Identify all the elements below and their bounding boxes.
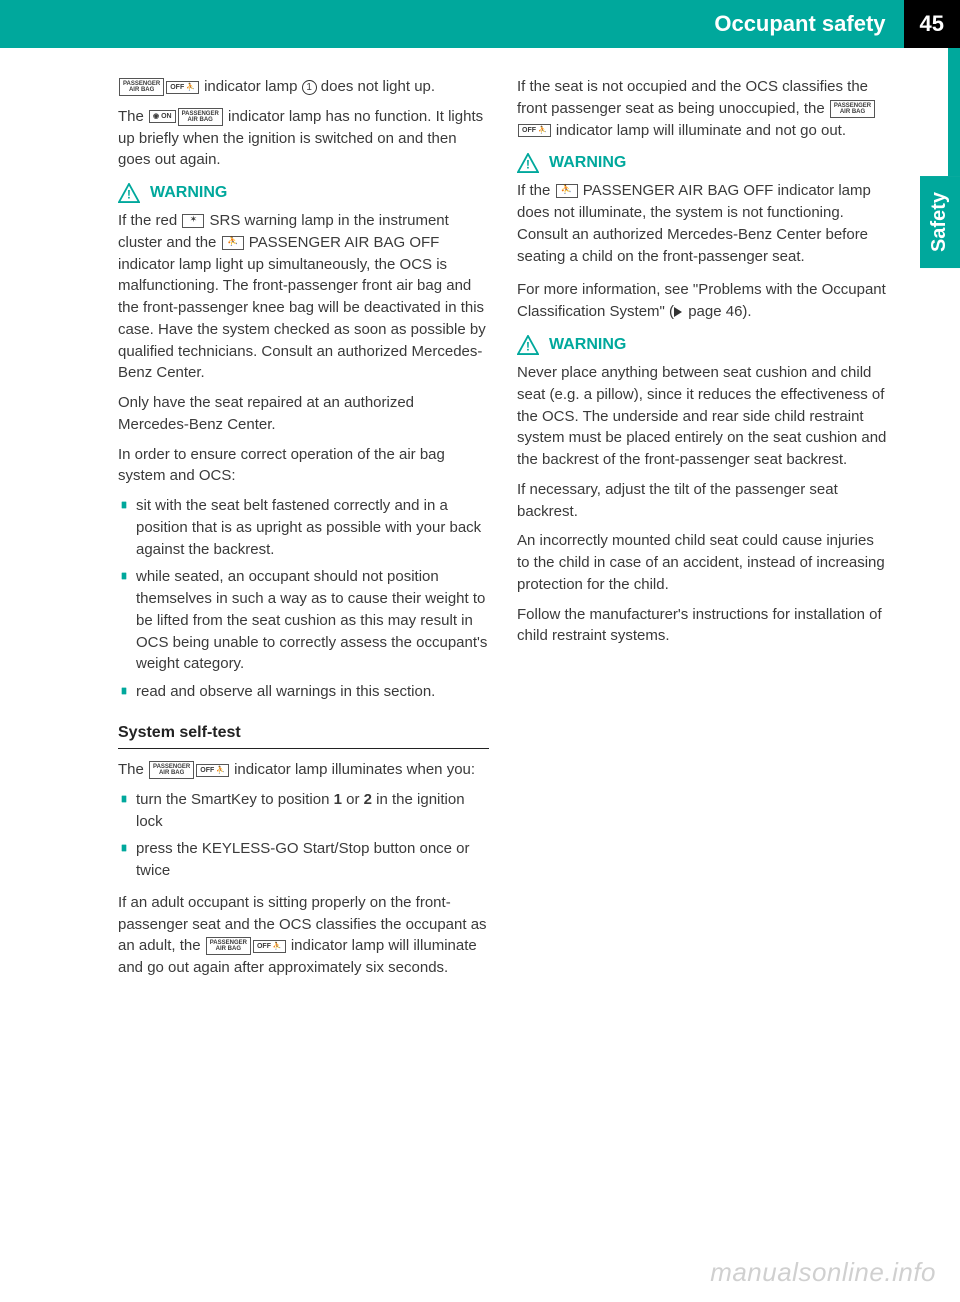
warning-triangle-icon: ! xyxy=(517,335,539,355)
paragraph: If necessary, adjust the tilt of the pas… xyxy=(517,479,888,523)
on-icon: ◉ ON xyxy=(149,110,176,123)
reference-1-icon: 1 xyxy=(302,80,317,95)
off-person-icon: OFF ⛹ xyxy=(196,764,229,777)
text: If the seat is not occupied and the OCS … xyxy=(517,78,868,117)
warning-label: WARNING xyxy=(549,333,626,356)
side-tab-safety: Safety xyxy=(920,176,960,268)
key-position-1: 1 xyxy=(334,791,342,808)
paragraph: If the red ✶ SRS warning lamp in the ins… xyxy=(118,210,489,384)
warning-heading: ! WARNING xyxy=(517,333,888,356)
paragraph: PASSENGERAIR BAGOFF ⛹ indicator lamp 1 d… xyxy=(118,76,489,98)
text: The xyxy=(118,761,148,778)
text: page 46). xyxy=(684,303,752,320)
page-header: Occupant safety 45 xyxy=(0,0,960,48)
warning-label: WARNING xyxy=(549,151,626,174)
paragraph: The PASSENGERAIR BAGOFF ⛹ indicator lamp… xyxy=(118,759,489,781)
right-column: If the seat is not occupied and the OCS … xyxy=(517,76,888,987)
paragraph: If an adult occupant is sitting properly… xyxy=(118,892,489,979)
svg-text:!: ! xyxy=(127,187,131,201)
text: The xyxy=(118,108,148,125)
paragraph: In order to ensure correct operation of … xyxy=(118,444,489,488)
text: or xyxy=(342,791,364,808)
list-item: read and observe all warnings in this se… xyxy=(118,681,489,703)
off-person-icon: OFF ⛹ xyxy=(166,81,199,94)
watermark: manualsonline.info xyxy=(710,1257,936,1288)
svg-text:!: ! xyxy=(526,157,530,171)
left-column: PASSENGERAIR BAGOFF ⛹ indicator lamp 1 d… xyxy=(118,76,489,987)
person-icon: ⛹ xyxy=(222,236,244,250)
warning-label: WARNING xyxy=(150,181,227,204)
list-item: press the KEYLESS-GO Start/Stop button o… xyxy=(118,838,489,882)
text: turn the SmartKey to position xyxy=(136,791,334,808)
key-position-2: 2 xyxy=(364,791,372,808)
paragraph: An incorrectly mounted child seat could … xyxy=(517,530,888,595)
text: If the xyxy=(517,182,555,199)
paragraph: For more information, see "Problems with… xyxy=(517,279,888,323)
text: If the red xyxy=(118,212,181,229)
off-person-icon: OFF ⛹ xyxy=(253,940,286,953)
off-person-icon: OFF ⛹ xyxy=(518,124,551,137)
page-ref-icon xyxy=(674,307,682,317)
person-icon: ⛹ xyxy=(556,184,578,198)
paragraph: If the ⛹ PASSENGER AIR BAG OFF indicator… xyxy=(517,180,888,267)
warning-triangle-icon: ! xyxy=(118,183,140,203)
page-number: 45 xyxy=(904,0,960,48)
text: indicator lamp illuminates when you: xyxy=(230,761,475,778)
text: does not light up. xyxy=(317,78,435,95)
passenger-airbag-icon: PASSENGERAIR BAG xyxy=(178,108,223,126)
header-title: Occupant safety xyxy=(714,11,903,37)
bullet-list: sit with the seat belt fastened correctl… xyxy=(118,495,489,703)
text: indicator lamp xyxy=(204,78,302,95)
text: PASSENGER AIR BAG OFF indicator lamp lig… xyxy=(118,234,486,382)
bullet-list: turn the SmartKey to position 1 or 2 in … xyxy=(118,789,489,882)
section-rule xyxy=(118,748,489,749)
warning-triangle-icon: ! xyxy=(517,153,539,173)
paragraph: If the seat is not occupied and the OCS … xyxy=(517,76,888,141)
text: indicator lamp will illuminate and not g… xyxy=(552,122,846,139)
side-tab-extension xyxy=(948,48,960,176)
paragraph: Follow the manufacturer's instructions f… xyxy=(517,604,888,648)
svg-text:!: ! xyxy=(526,339,530,353)
passenger-airbag-icon: PASSENGERAIR BAG xyxy=(149,761,194,779)
paragraph: Never place anything between seat cushio… xyxy=(517,362,888,471)
list-item: sit with the seat belt fastened correctl… xyxy=(118,495,489,560)
passenger-airbag-icon: PASSENGERAIR BAG xyxy=(119,78,164,96)
passenger-airbag-icon: PASSENGERAIR BAG xyxy=(206,937,251,955)
warning-heading: ! WARNING xyxy=(517,151,888,174)
srs-lamp-icon: ✶ xyxy=(182,214,204,228)
warning-heading: ! WARNING xyxy=(118,181,489,204)
content-area: PASSENGERAIR BAGOFF ⛹ indicator lamp 1 d… xyxy=(0,48,960,1007)
section-heading-selftest: System self-test xyxy=(118,721,489,744)
paragraph: The ◉ ONPASSENGERAIR BAG indicator lamp … xyxy=(118,106,489,171)
passenger-airbag-icon: PASSENGERAIR BAG xyxy=(830,100,875,118)
paragraph: Only have the seat repaired at an author… xyxy=(118,392,489,436)
list-item: turn the SmartKey to position 1 or 2 in … xyxy=(118,789,489,833)
list-item: while seated, an occupant should not pos… xyxy=(118,566,489,675)
